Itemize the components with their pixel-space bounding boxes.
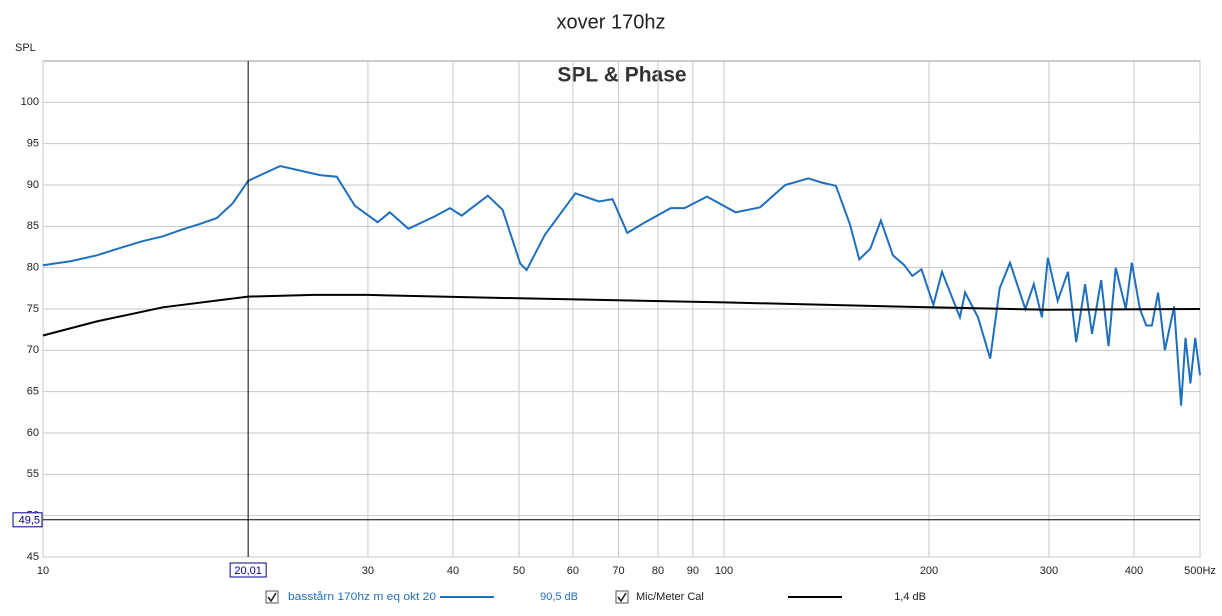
legend-label: Mic/Meter Cal xyxy=(636,591,704,603)
y-tick-label: 70 xyxy=(27,344,39,356)
legend-checkbox xyxy=(615,590,629,604)
y-tick-label: 100 xyxy=(21,96,39,108)
x-tick-label: 90 xyxy=(687,565,699,577)
x-tick-label: 200 xyxy=(920,565,938,577)
cursor-y-label: 49,5 xyxy=(19,515,40,527)
legend-checkbox xyxy=(265,590,279,604)
legend-readout: 90,5 dB xyxy=(540,591,578,603)
cursor-y-box xyxy=(12,512,43,528)
x-tick-label: 400 xyxy=(1125,565,1143,577)
x-tick-label: 300 xyxy=(1040,565,1058,577)
x-tick-label: 50 xyxy=(513,565,525,577)
chart-title: xover 170hz xyxy=(557,11,666,33)
data-line xyxy=(42,293,1201,337)
y-axis-label: SPL xyxy=(15,42,36,54)
legend-check xyxy=(267,592,277,603)
cursor-x-label: 20,01 xyxy=(234,565,262,577)
y-tick-label: 85 xyxy=(27,220,39,232)
x-tick-label: 10 xyxy=(37,565,49,577)
y-tick-label: 90 xyxy=(27,179,39,191)
y-tick-label: 75 xyxy=(27,303,39,315)
legend-readout: 1,4 dB xyxy=(894,591,926,603)
plot-subtitle: SPL & Phase xyxy=(557,64,686,87)
x-tick-label: 60 xyxy=(567,565,579,577)
y-tick-label: 65 xyxy=(27,386,39,398)
x-tick-label: 70 xyxy=(612,565,624,577)
cursor-x-box xyxy=(229,562,267,578)
y-tick-label: 95 xyxy=(27,138,39,150)
x-tick-label: 80 xyxy=(652,565,664,577)
y-tick-label: 45 xyxy=(27,551,39,563)
x-tick-label: 100 xyxy=(715,565,733,577)
legend-label: basstårn 170hz m eq okt 20 xyxy=(288,591,436,603)
x-tick-label: 500Hz xyxy=(1184,565,1216,577)
x-tick-label: 30 xyxy=(362,565,374,577)
data-line xyxy=(42,164,1201,406)
x-tick-label: 40 xyxy=(447,565,459,577)
y-tick-label: 60 xyxy=(27,427,39,439)
y-tick-label: 80 xyxy=(27,262,39,274)
legend-check xyxy=(617,592,627,603)
y-tick-label: 55 xyxy=(27,468,39,480)
